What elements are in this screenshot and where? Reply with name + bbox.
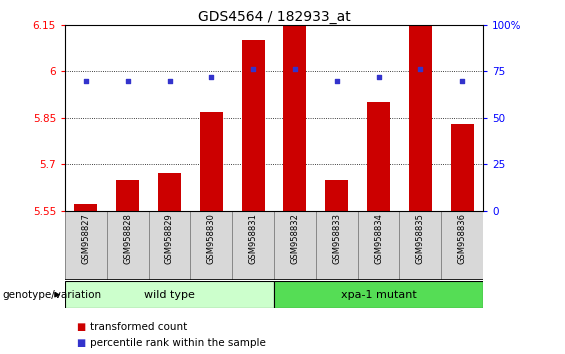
Point — [123, 78, 132, 83]
Bar — [274, 281, 483, 308]
Bar — [399, 211, 441, 280]
Bar — [200, 112, 223, 211]
Text: percentile rank within the sample: percentile rank within the sample — [90, 338, 266, 348]
Point — [458, 78, 467, 83]
Point — [290, 67, 299, 72]
Bar — [274, 211, 316, 280]
Text: GSM958834: GSM958834 — [374, 213, 383, 264]
Text: GSM958829: GSM958829 — [165, 213, 174, 264]
Text: genotype/variation: genotype/variation — [3, 290, 102, 300]
Point — [416, 67, 425, 72]
Bar — [65, 281, 274, 308]
Text: GSM958831: GSM958831 — [249, 213, 258, 264]
Bar — [358, 211, 399, 280]
Bar — [451, 124, 473, 211]
Bar — [284, 25, 306, 211]
Point — [207, 74, 216, 80]
Text: GSM958833: GSM958833 — [332, 213, 341, 264]
Title: GDS4564 / 182933_at: GDS4564 / 182933_at — [198, 10, 350, 24]
Bar — [242, 40, 264, 211]
Point — [165, 78, 174, 83]
Bar — [75, 204, 97, 211]
Text: transformed count: transformed count — [90, 322, 188, 332]
Text: ■: ■ — [76, 338, 85, 348]
Bar — [409, 25, 432, 211]
Text: GSM958828: GSM958828 — [123, 213, 132, 264]
Point — [249, 67, 258, 72]
Text: GSM958836: GSM958836 — [458, 213, 467, 264]
Text: GSM958827: GSM958827 — [81, 213, 90, 264]
Point — [374, 74, 383, 80]
Text: GSM958835: GSM958835 — [416, 213, 425, 264]
Bar — [441, 211, 483, 280]
Bar — [316, 211, 358, 280]
Bar — [367, 102, 390, 211]
Text: xpa-1 mutant: xpa-1 mutant — [341, 290, 416, 300]
Bar — [107, 211, 149, 280]
Bar — [116, 179, 139, 211]
Bar — [149, 211, 190, 280]
Text: GSM958830: GSM958830 — [207, 213, 216, 264]
Text: wild type: wild type — [144, 290, 195, 300]
Bar — [65, 211, 107, 280]
Bar — [158, 173, 181, 211]
Bar — [232, 211, 274, 280]
Bar — [190, 211, 232, 280]
Point — [332, 78, 341, 83]
Point — [81, 78, 90, 83]
Text: GSM958832: GSM958832 — [290, 213, 299, 264]
Bar — [325, 179, 348, 211]
Text: ■: ■ — [76, 322, 85, 332]
